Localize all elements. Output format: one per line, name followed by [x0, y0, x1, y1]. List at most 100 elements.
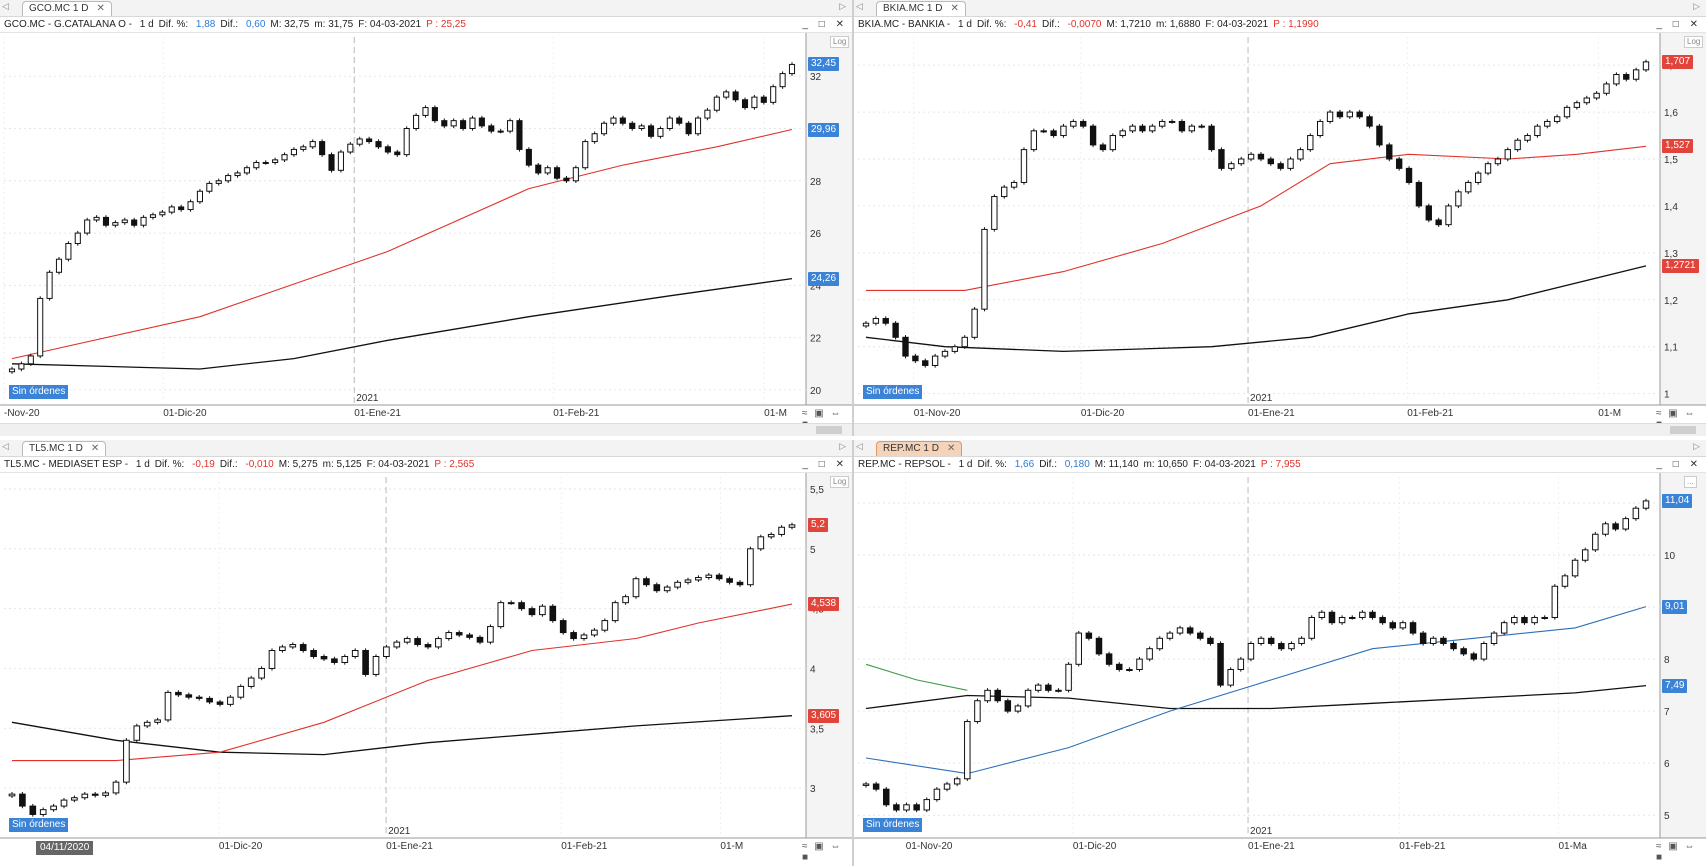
- info-field: BKIA.MC - BANKIA -: [858, 19, 954, 30]
- candle-body: [622, 596, 629, 604]
- y-tick-label: 4: [810, 664, 816, 675]
- info-field: Dif. %:: [976, 19, 1010, 30]
- candle-body: [663, 586, 671, 592]
- info-field: m: 10,650: [1143, 459, 1188, 470]
- window-buttons[interactable]: _ □ ✕: [802, 19, 848, 30]
- candle: [611, 600, 619, 623]
- tab-scroll-left-icon[interactable]: ◁: [856, 441, 863, 451]
- candle: [516, 118, 523, 152]
- close-icon[interactable]: ✕: [96, 3, 105, 14]
- tab-scroll-left-icon[interactable]: ◁: [2, 1, 9, 11]
- candle: [1583, 95, 1590, 105]
- close-icon[interactable]: ✕: [946, 443, 956, 454]
- candle: [60, 797, 68, 809]
- candle-body: [1308, 616, 1315, 639]
- candle: [951, 344, 959, 354]
- candle-body: [741, 99, 749, 109]
- price-tag: 29,96: [808, 122, 840, 137]
- candle-body: [281, 154, 288, 161]
- candle-body: [112, 222, 119, 226]
- tab-bar: ◁ REP.MC 1 D ✕ ▷: [854, 440, 1706, 457]
- tab-tl5[interactable]: TL5.MC 1 D ✕: [22, 441, 107, 456]
- candle: [732, 89, 739, 102]
- candle-body: [383, 646, 390, 657]
- candle: [1480, 641, 1488, 662]
- tab-scroll-left-icon[interactable]: ◁: [2, 441, 9, 451]
- candle-body: [1159, 120, 1166, 127]
- candle-body: [572, 167, 579, 182]
- candle-body: [1450, 642, 1457, 650]
- close-icon[interactable]: ✕: [90, 443, 100, 454]
- tab-bkia[interactable]: BKIA.MC 1 D ✕: [876, 1, 966, 16]
- candle: [1070, 119, 1077, 129]
- tab-scroll-right-icon[interactable]: ▷: [1693, 1, 1700, 11]
- tab-scroll-left-icon[interactable]: ◁: [856, 1, 863, 11]
- y-tick-label: 5: [1664, 811, 1670, 822]
- tab-scroll-right-icon[interactable]: ▷: [1693, 441, 1700, 451]
- horizontal-scrollbar[interactable]: [854, 423, 1706, 436]
- candle-body: [1105, 653, 1113, 665]
- candle-body: [666, 117, 673, 129]
- candle: [713, 94, 720, 113]
- candle-body: [133, 725, 141, 741]
- x-tick-label: 01-M: [764, 408, 787, 419]
- window-buttons[interactable]: _ □ ✕: [1656, 19, 1702, 30]
- log-scale-toggle[interactable]: Log: [830, 476, 850, 488]
- candle-body: [1465, 181, 1472, 193]
- candle: [46, 270, 53, 301]
- chart-toolbar-icons[interactable]: ≈ ▣ ⇔ ■: [1656, 841, 1697, 863]
- info-field: M: 11,140: [1094, 459, 1139, 470]
- candle: [1188, 123, 1196, 134]
- candle: [676, 115, 683, 126]
- year-label: 2021: [356, 393, 379, 404]
- candle: [1386, 142, 1393, 162]
- window-buttons[interactable]: _ □ ✕: [1656, 459, 1702, 470]
- candle: [705, 572, 713, 580]
- close-icon[interactable]: ✕: [950, 3, 959, 14]
- tab-scroll-right-icon[interactable]: ▷: [839, 1, 846, 11]
- candle-body: [559, 620, 567, 634]
- tab-gco[interactable]: GCO.MC 1 D ✕: [22, 1, 112, 16]
- y-tick-label: 28: [810, 177, 822, 188]
- candle-body: [178, 206, 185, 211]
- price-chart[interactable]: 323028262422202021: [0, 33, 852, 433]
- candle: [1389, 620, 1397, 631]
- log-scale-toggle[interactable]: Log: [1684, 36, 1704, 48]
- y-tick-label: 32: [810, 72, 822, 83]
- candle: [1228, 161, 1235, 171]
- log-scale-toggle[interactable]: Log: [830, 36, 850, 48]
- candle: [1534, 123, 1541, 138]
- price-axis-strip: [806, 33, 852, 405]
- candle-body: [450, 120, 457, 127]
- price-chart[interactable]: 1110987652021: [854, 473, 1706, 866]
- window-buttons[interactable]: _ □ ✕: [802, 459, 848, 470]
- log-scale-toggle[interactable]: ...: [1684, 476, 1697, 488]
- tab-rep[interactable]: REP.MC 1 D ✕: [876, 441, 963, 456]
- price-tag: 32,45: [808, 57, 840, 72]
- candle-body: [272, 159, 279, 163]
- candle: [445, 630, 453, 641]
- scrollbar-thumb[interactable]: [816, 426, 842, 434]
- candle-body: [1613, 74, 1620, 85]
- candle-body: [872, 783, 880, 790]
- candle-body: [1166, 632, 1174, 639]
- candle-body: [1541, 616, 1548, 619]
- candle-body: [1014, 705, 1022, 712]
- candle: [778, 525, 785, 537]
- candle-body: [1095, 637, 1103, 655]
- candle-body: [310, 650, 317, 657]
- info-field: 1 d: [958, 19, 972, 30]
- tab-scroll-right-icon[interactable]: ▷: [839, 441, 846, 451]
- candle-body: [1218, 149, 1225, 169]
- candle-body: [1561, 575, 1569, 587]
- candle-body: [247, 677, 255, 687]
- scrollbar-thumb[interactable]: [1670, 426, 1696, 434]
- candle-body: [1247, 642, 1255, 660]
- chart-toolbar-icons[interactable]: ≈ ▣ ⇔ ■: [802, 841, 843, 863]
- candle: [1149, 123, 1156, 134]
- candle-body: [243, 167, 250, 174]
- candle-body: [424, 644, 432, 648]
- horizontal-scrollbar[interactable]: [0, 423, 852, 436]
